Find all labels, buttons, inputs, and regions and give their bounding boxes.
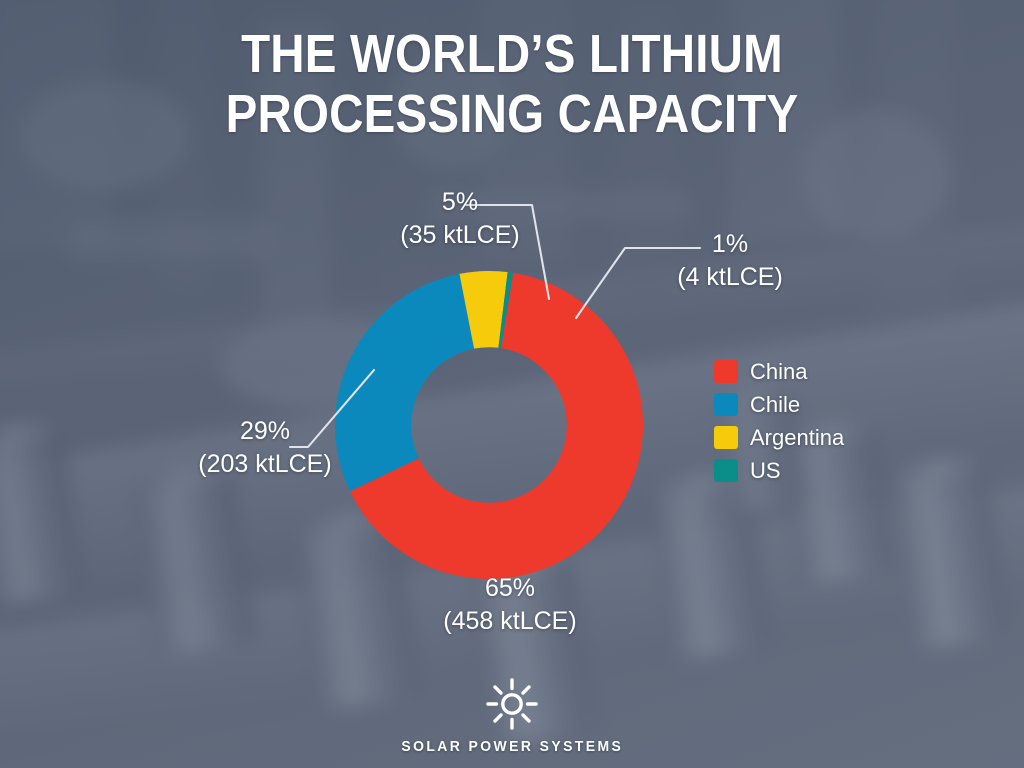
donut-slice-us[interactable] [498,272,514,349]
callout-chile-value: (203 ktLCE) [198,450,332,478]
callout-china-value: (458 ktLCE) [443,607,577,635]
legend-label-us: US [750,457,781,483]
callout-argentina-percent: 5% [441,188,479,216]
callout-argentina: 5% (35 ktLCE) [355,186,565,252]
legend-item-chile[interactable]: Chile [714,388,844,421]
leader-line-us [574,246,702,320]
sun-icon [486,678,538,730]
callout-china: 65% (458 ktLCE) [395,572,625,638]
callout-us-value: (4 ktLCE) [677,263,783,291]
legend-item-us[interactable]: US [714,454,844,487]
legend-item-china[interactable]: China [714,355,844,388]
leader-lines [288,203,702,449]
page-title: THE WORLD’S LITHIUM PROCESSING CAPACITY [225,24,799,145]
donut-slice-china[interactable] [349,272,643,579]
callout-chile-percent: 29% [239,417,291,445]
legend-swatch-chile [714,393,738,416]
legend-item-argentina[interactable]: Argentina [714,421,844,454]
legend-swatch-argentina [714,426,738,449]
legend-swatch-us [714,459,738,482]
legend-label-china: China [750,358,808,384]
callout-us: 1% (4 ktLCE) [630,228,830,294]
callout-us-percent: 1% [711,230,749,258]
leader-line-argentina [464,203,551,301]
legend-swatch-china [714,360,738,383]
legend-label-argentina: Argentina [750,424,845,450]
callout-argentina-value: (35 ktLCE) [400,221,520,249]
callout-chile: 29% (203 ktLCE) [150,415,380,481]
brand-logo: SOLAR POWER SYSTEMS [0,677,1024,756]
donut-slice-chile[interactable] [335,273,475,492]
brand-name: SOLAR POWER SYSTEMS [401,738,623,755]
donut-slice-argentina[interactable] [459,271,508,349]
callout-china-percent: 65% [484,574,536,602]
donut-slices [335,271,643,579]
leader-line-chile [288,368,376,449]
chart-legend: China Chile Argentina US [714,355,844,487]
legend-label-chile: Chile [750,391,801,417]
